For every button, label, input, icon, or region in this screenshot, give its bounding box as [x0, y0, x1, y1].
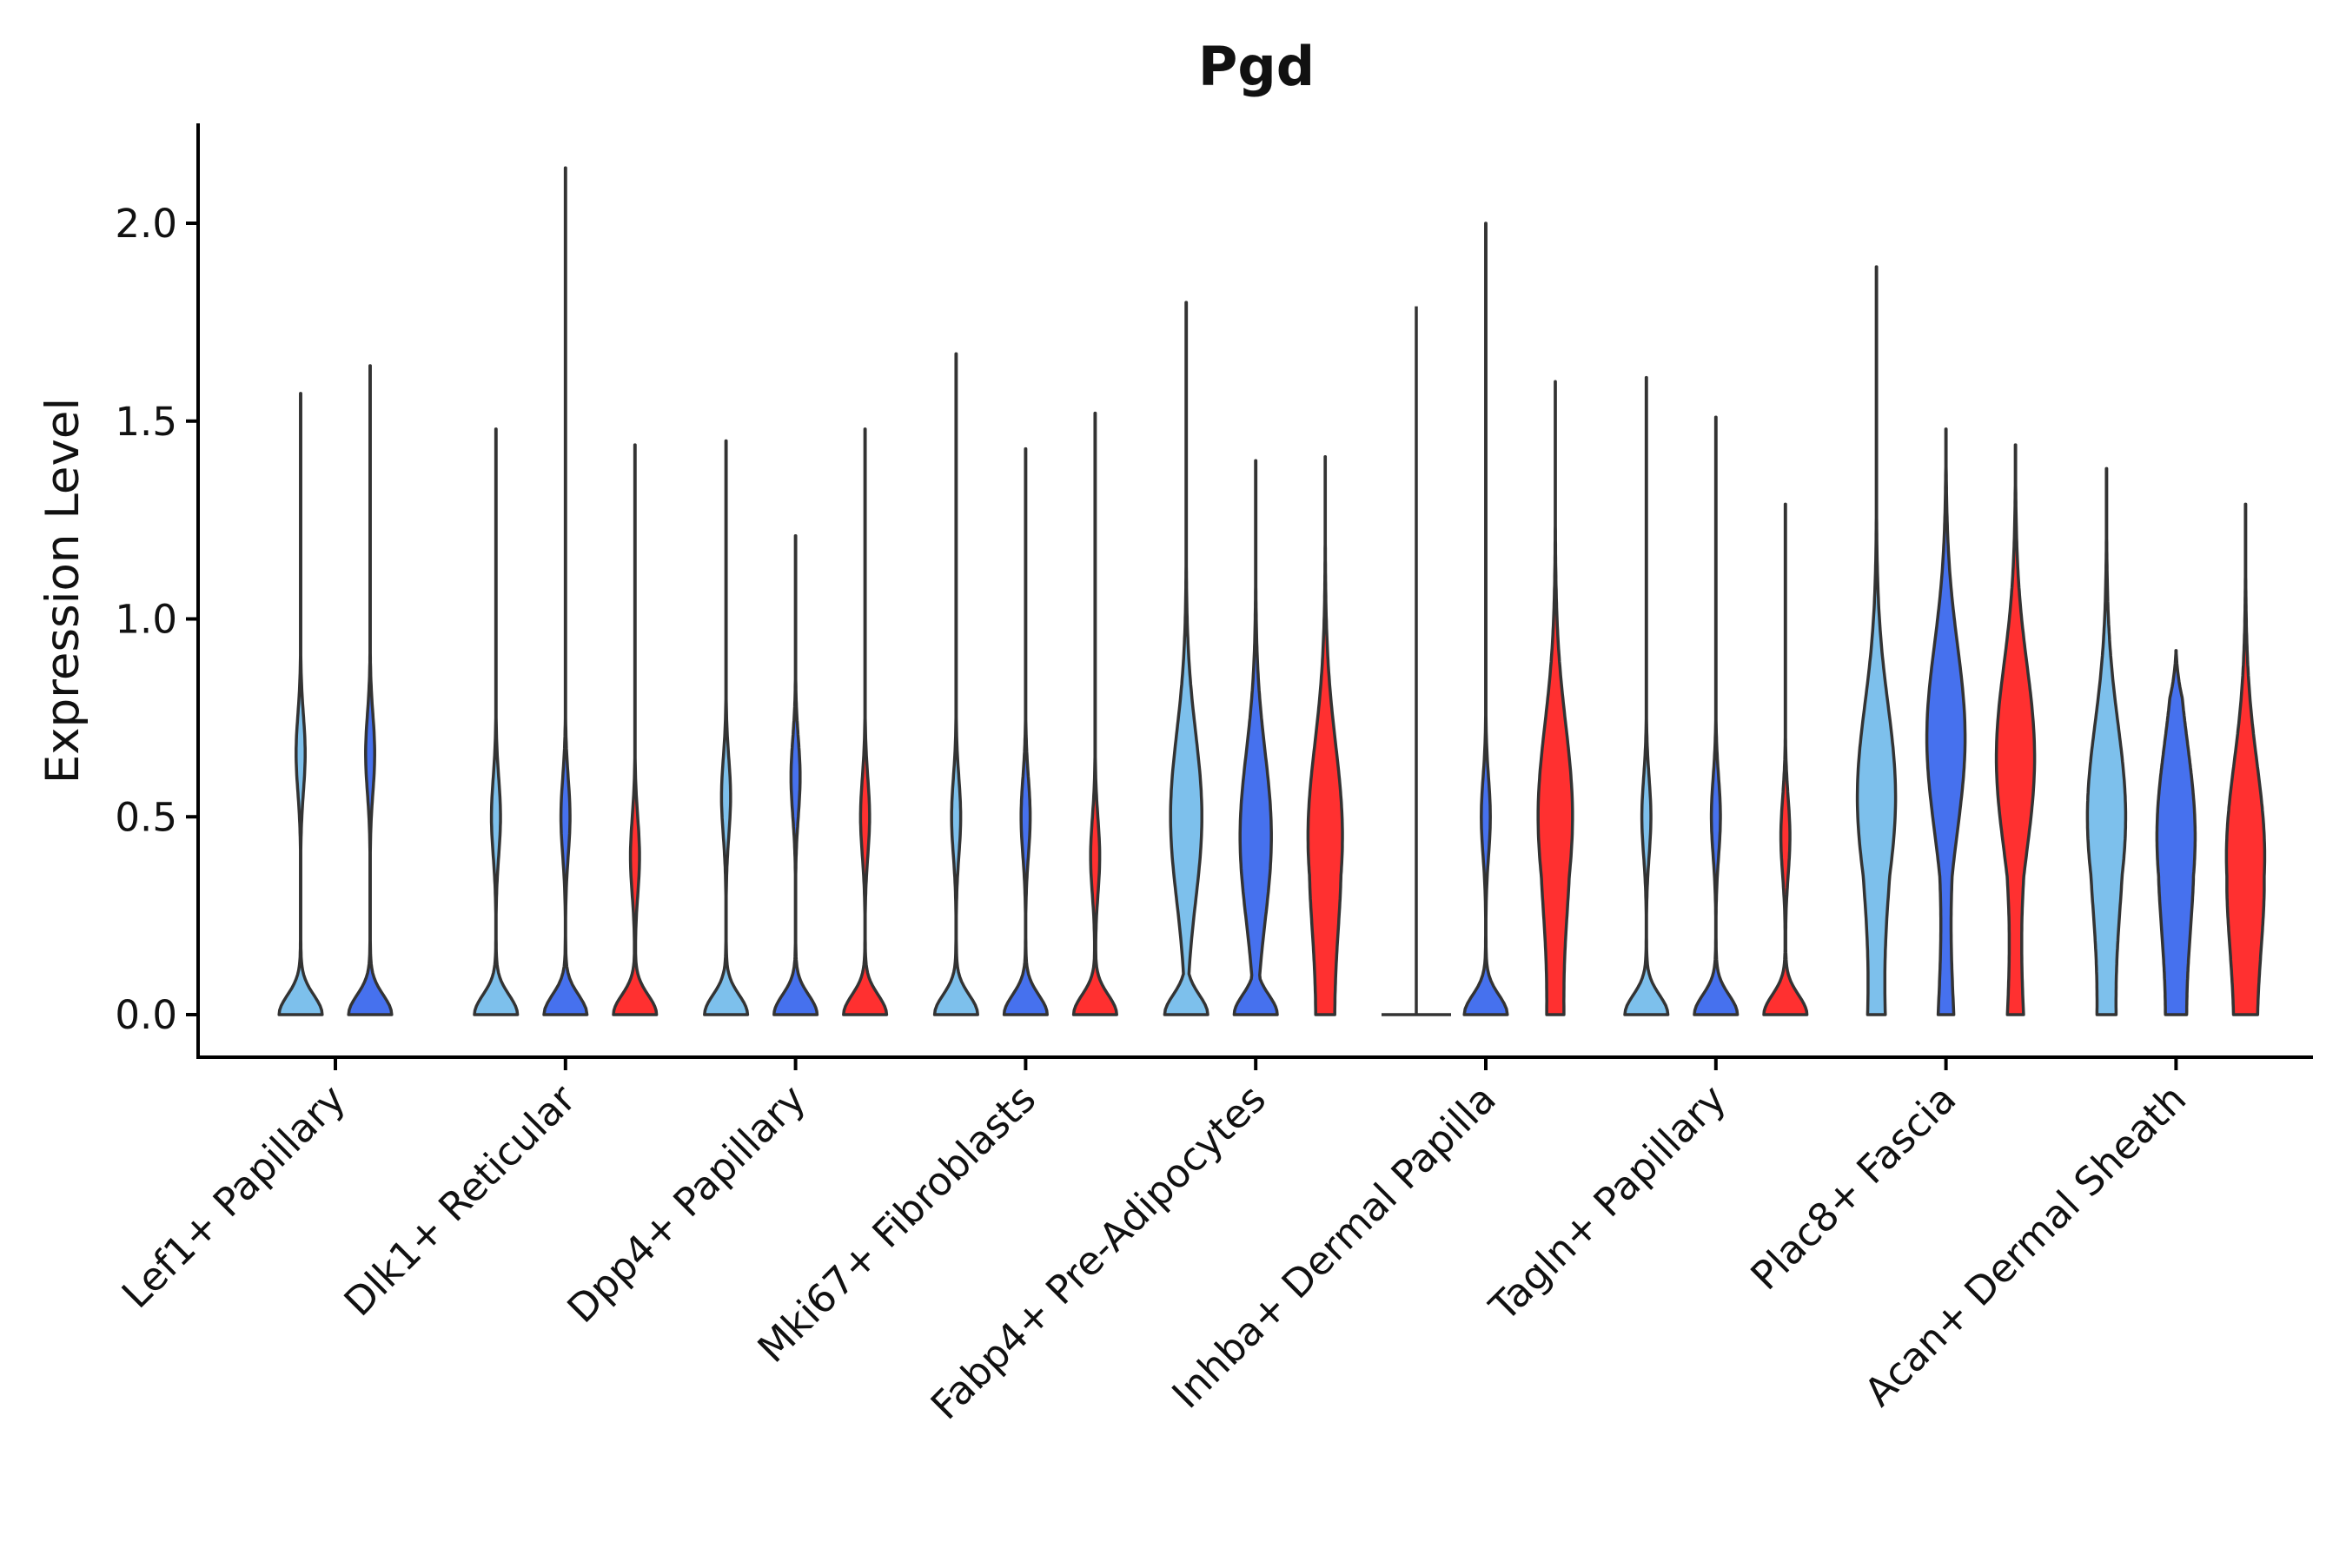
violin-group-1: [932, 352, 979, 1016]
violin-group-1: [277, 392, 324, 1016]
violin-group-1: [1855, 265, 1898, 1016]
violin-group-3: [1306, 454, 1344, 1016]
violin-group-1: [703, 439, 750, 1016]
x-category-label: Plac8+ Fascia: [1742, 1075, 1965, 1299]
violin-group-3: [612, 443, 659, 1016]
y-tick-label: 2.0: [115, 201, 177, 247]
violin-group-3: [2224, 502, 2267, 1016]
violin-group-2: [772, 534, 819, 1016]
violin-group-1: [473, 427, 520, 1016]
violin-group-2: [542, 166, 589, 1016]
y-tick-label: 0.0: [115, 992, 177, 1038]
violin-group-1: [2085, 466, 2128, 1016]
chart-title: Pgd: [1198, 35, 1315, 98]
y-tick-label: 1.0: [115, 597, 177, 643]
x-category-label: Lef1+ Papillary: [113, 1075, 355, 1317]
violin-group-2: [1002, 447, 1049, 1016]
violin-group-2: [1925, 427, 1967, 1016]
violin-group-3: [1994, 443, 2037, 1016]
violin-group-2: [347, 364, 394, 1016]
y-ticks: 0.0 0.5 1.0 1.5 2.0: [115, 201, 198, 1038]
y-tick-label: 0.5: [115, 794, 177, 840]
violin-group-1: [1623, 375, 1670, 1016]
y-tick-label: 1.5: [115, 399, 177, 445]
violin-group-1: [1163, 301, 1209, 1016]
violin-group-1: [1382, 306, 1451, 1016]
x-category-label: Tagln+ Papillary: [1480, 1075, 1734, 1330]
x-category-label: Dlk1+ Reticular: [335, 1075, 585, 1325]
violin-group-2: [1693, 415, 1740, 1016]
violin-group-2: [1232, 459, 1279, 1016]
violin-layer: [277, 166, 2267, 1016]
violin-group-3: [1536, 380, 1574, 1016]
violin-group-2: [2155, 649, 2197, 1016]
y-axis-title: Expression Level: [36, 398, 89, 784]
violin-group-2: [1462, 222, 1509, 1016]
x-category-label: Dpp4+ Papillary: [559, 1075, 815, 1332]
violin-group-3: [1762, 502, 1809, 1016]
violin-group-3: [842, 427, 889, 1016]
violin-group-3: [1071, 411, 1118, 1016]
